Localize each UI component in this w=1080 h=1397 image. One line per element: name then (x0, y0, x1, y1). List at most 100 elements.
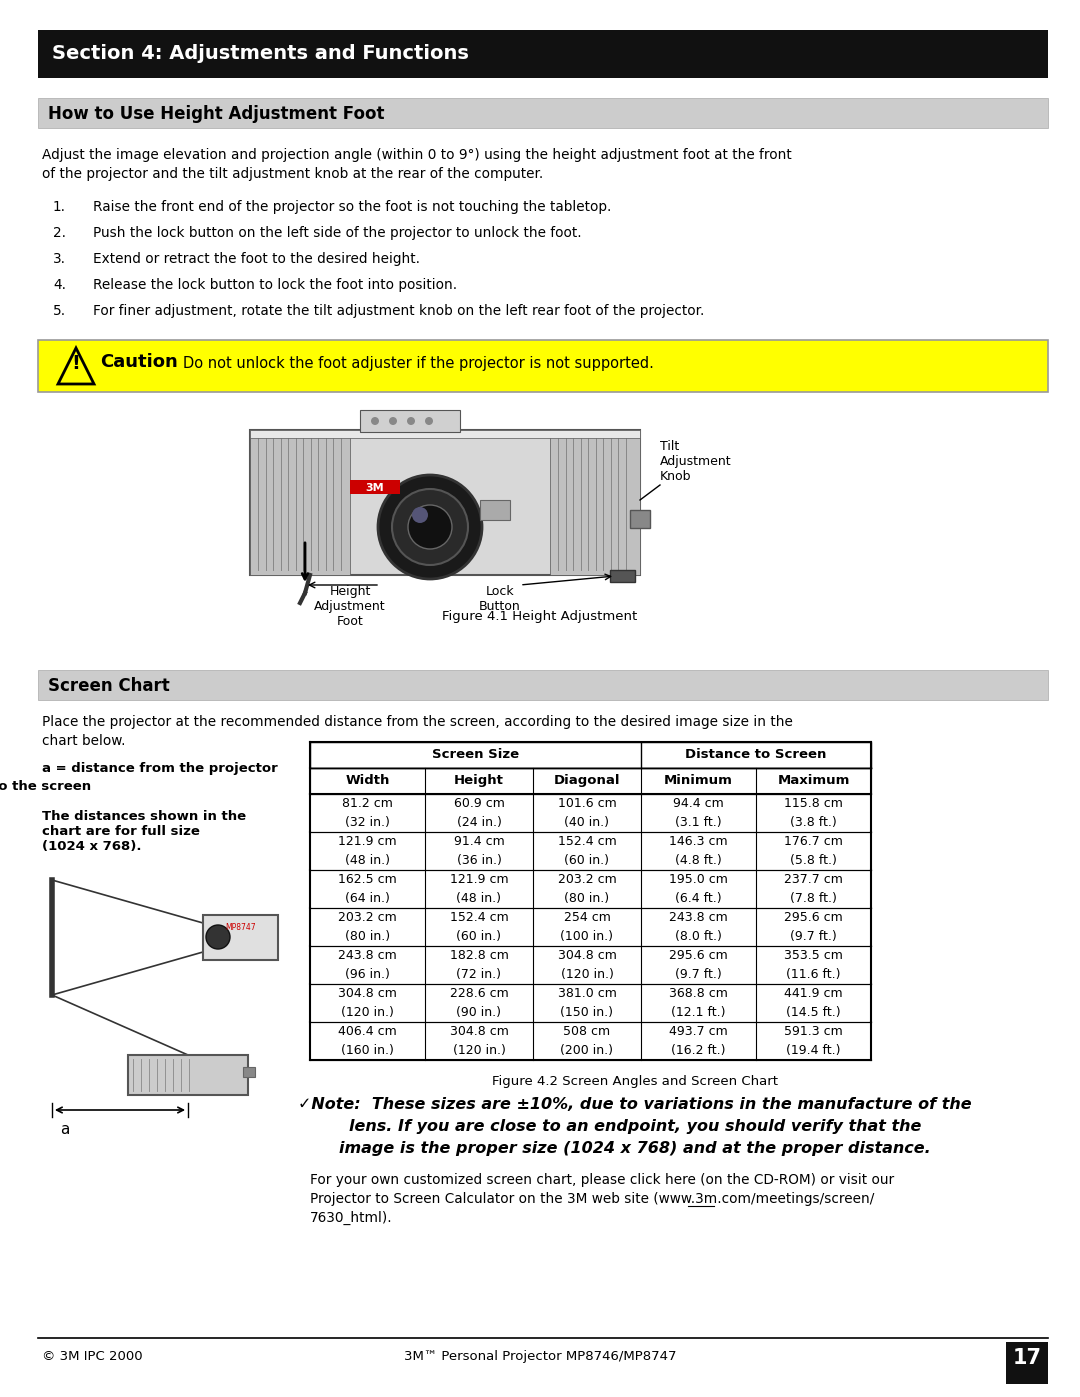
Text: 81.2 cm: 81.2 cm (342, 798, 393, 810)
Text: 3M: 3M (366, 483, 384, 493)
Text: (3.1 ft.): (3.1 ft.) (675, 816, 721, 828)
Text: 228.6 cm: 228.6 cm (449, 988, 509, 1000)
Text: ✓Note:  These sizes are ±10%, due to variations in the manufacture of the: ✓Note: These sizes are ±10%, due to vari… (298, 1097, 972, 1112)
Text: (96 in.): (96 in.) (346, 968, 390, 981)
Text: 295.6 cm: 295.6 cm (670, 949, 728, 963)
Text: Width: Width (346, 774, 390, 787)
Text: 304.8 cm: 304.8 cm (557, 949, 617, 963)
Text: 3M™ Personal Projector MP8746/MP8747: 3M™ Personal Projector MP8746/MP8747 (404, 1350, 676, 1363)
Text: 121.9 cm: 121.9 cm (338, 835, 396, 848)
Text: Projector to Screen Calculator on the 3M web site (www.3m.com/meetings/screen/: Projector to Screen Calculator on the 3M… (310, 1192, 875, 1206)
Bar (480, 500, 510, 520)
Bar (38, 339, 1048, 393)
Circle shape (392, 489, 468, 564)
Text: 182.8 cm: 182.8 cm (449, 949, 509, 963)
Text: © 3M IPC 2000: © 3M IPC 2000 (42, 1350, 143, 1363)
Text: 441.9 cm: 441.9 cm (784, 988, 842, 1000)
Text: to the screen: to the screen (0, 780, 92, 793)
Text: 237.7 cm: 237.7 cm (784, 873, 842, 886)
Text: 508 cm: 508 cm (564, 1025, 610, 1038)
Text: of the projector and the tilt adjustment knob at the rear of the computer.: of the projector and the tilt adjustment… (42, 168, 543, 182)
Text: 406.4 cm: 406.4 cm (338, 1025, 396, 1038)
Text: (120 in.): (120 in.) (453, 1044, 505, 1058)
Bar (360, 409, 460, 432)
Text: (36 in.): (36 in.) (457, 854, 501, 868)
Text: 254 cm: 254 cm (564, 911, 610, 923)
Text: (150 in.): (150 in.) (561, 1006, 613, 1018)
Text: 591.3 cm: 591.3 cm (784, 1025, 842, 1038)
Bar (550, 430, 640, 576)
Circle shape (206, 925, 230, 949)
Text: Release the lock button to lock the foot into position.: Release the lock button to lock the foot… (93, 278, 457, 292)
Text: Screen Size: Screen Size (432, 747, 519, 761)
Text: 152.4 cm: 152.4 cm (557, 835, 617, 848)
Text: 304.8 cm: 304.8 cm (338, 988, 397, 1000)
Polygon shape (58, 348, 94, 384)
Text: 146.3 cm: 146.3 cm (670, 835, 728, 848)
Text: 152.4 cm: 152.4 cm (449, 911, 509, 923)
Text: 101.6 cm: 101.6 cm (557, 798, 617, 810)
Text: (80 in.): (80 in.) (345, 930, 390, 943)
Text: (200 in.): (200 in.) (561, 1044, 613, 1058)
Text: 243.8 cm: 243.8 cm (670, 911, 728, 923)
Text: (8.0 ft.): (8.0 ft.) (675, 930, 721, 943)
Bar (249, 430, 640, 576)
Text: (120 in.): (120 in.) (561, 968, 613, 981)
Text: 2.: 2. (53, 226, 66, 240)
Text: 295.6 cm: 295.6 cm (784, 911, 842, 923)
Text: (9.7 ft.): (9.7 ft.) (675, 968, 721, 981)
Text: MP8747: MP8747 (226, 923, 256, 932)
Text: 115.8 cm: 115.8 cm (784, 798, 842, 810)
Text: 381.0 cm: 381.0 cm (557, 988, 617, 1000)
Text: Caution: Caution (100, 353, 178, 372)
Text: 176.7 cm: 176.7 cm (784, 835, 842, 848)
Text: Diagonal: Diagonal (554, 774, 620, 787)
Text: 1.: 1. (53, 200, 66, 214)
Bar (203, 915, 278, 960)
Bar (610, 570, 635, 583)
Circle shape (407, 416, 415, 425)
Text: lens. If you are close to an endpoint, you should verify that the: lens. If you are close to an endpoint, y… (349, 1119, 921, 1134)
Text: 195.0 cm: 195.0 cm (670, 873, 728, 886)
Text: (3.8 ft.): (3.8 ft.) (791, 816, 837, 828)
Bar (630, 510, 650, 528)
Text: 91.4 cm: 91.4 cm (454, 835, 504, 848)
Text: (120 in.): (120 in.) (341, 1006, 394, 1018)
Text: (19.4 ft.): (19.4 ft.) (786, 1044, 840, 1058)
Text: (60 in.): (60 in.) (565, 854, 609, 868)
Text: (9.7 ft.): (9.7 ft.) (791, 930, 837, 943)
Text: Height
Adjustment
Foot: Height Adjustment Foot (314, 585, 386, 629)
Text: (80 in.): (80 in.) (565, 893, 609, 905)
Text: (7.8 ft.): (7.8 ft.) (791, 893, 837, 905)
Text: For finer adjustment, rotate the tilt adjustment knob on the left rear foot of t: For finer adjustment, rotate the tilt ad… (93, 305, 704, 319)
Text: (48 in.): (48 in.) (345, 854, 390, 868)
Bar (243, 1067, 255, 1077)
Text: 368.8 cm: 368.8 cm (670, 988, 728, 1000)
Text: (64 in.): (64 in.) (346, 893, 390, 905)
Text: 304.8 cm: 304.8 cm (449, 1025, 509, 1038)
Text: (160 in.): (160 in.) (341, 1044, 394, 1058)
Text: (60 in.): (60 in.) (457, 930, 501, 943)
Text: 493.7 cm: 493.7 cm (670, 1025, 728, 1038)
Text: Raise the front end of the projector so the foot is not touching the tabletop.: Raise the front end of the projector so … (93, 200, 611, 214)
Text: The distances shown in the
chart are for full size
(1024 x 768).: The distances shown in the chart are for… (42, 810, 246, 854)
Circle shape (411, 507, 428, 522)
Circle shape (372, 416, 379, 425)
Text: chart below.: chart below. (42, 733, 125, 747)
Text: 94.4 cm: 94.4 cm (673, 798, 724, 810)
Text: 5.: 5. (53, 305, 66, 319)
Text: (6.4 ft.): (6.4 ft.) (675, 893, 721, 905)
Text: Height: Height (454, 774, 504, 787)
Text: Distance to Screen: Distance to Screen (686, 747, 826, 761)
Text: 17: 17 (1013, 1348, 1041, 1368)
Text: (40 in.): (40 in.) (565, 816, 609, 828)
Bar (310, 742, 870, 768)
Text: 162.5 cm: 162.5 cm (338, 873, 396, 886)
Text: Tilt
Adjustment
Knob: Tilt Adjustment Knob (660, 440, 731, 483)
Text: 4.: 4. (53, 278, 66, 292)
Text: Minimum: Minimum (664, 774, 733, 787)
Text: 60.9 cm: 60.9 cm (454, 798, 504, 810)
Circle shape (378, 475, 482, 578)
Bar (38, 671, 1048, 700)
Text: a = distance from the projector: a = distance from the projector (42, 761, 278, 775)
